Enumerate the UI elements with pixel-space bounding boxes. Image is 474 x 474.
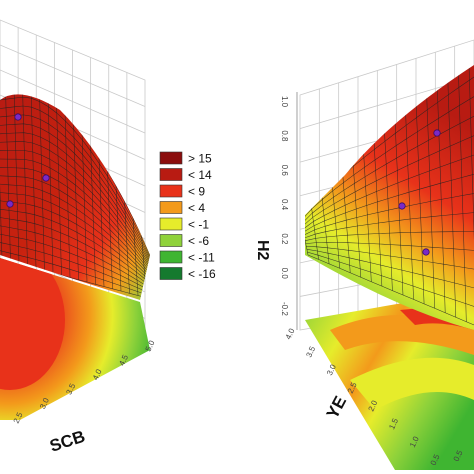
left-mesh-line bbox=[0, 141, 150, 268]
right-mesh-line bbox=[306, 246, 474, 274]
left-mesh-line bbox=[0, 123, 150, 264]
left-mesh-line bbox=[0, 166, 150, 275]
right-z-tick-label: 0.0 bbox=[280, 268, 289, 280]
left-mesh-line bbox=[0, 132, 150, 266]
data-point-marker bbox=[42, 174, 50, 182]
left-mesh-line bbox=[0, 190, 150, 282]
right-response-surface bbox=[305, 65, 474, 330]
right-surface-plot: 1.0 0.8 0.6 0.4 0.2 0.0 -0.2 H2 4.0 3.5 3.0 2.5 2.… bbox=[254, 39, 474, 470]
left-wall-gridline bbox=[0, 69, 146, 134]
left-mesh-line bbox=[0, 222, 150, 291]
left-x-tick-label: 4.0 bbox=[91, 367, 104, 381]
right-floor-band-yellow-low bbox=[350, 357, 474, 410]
right-x-tick-label: 3.0 bbox=[325, 362, 338, 376]
left-surface-plot: 2.5 3.0 3.5 4.0 4.5 5.0 SCB bbox=[0, 19, 157, 456]
right-mesh-line bbox=[305, 127, 474, 227]
left-x-tick-label: 5.0 bbox=[144, 338, 157, 352]
left-mesh-line bbox=[149, 253, 150, 300]
right-mesh-line bbox=[305, 148, 474, 230]
right-z-tick-label: 0.6 bbox=[280, 165, 289, 177]
right-mesh-line bbox=[305, 169, 474, 233]
legend-label: < -1 bbox=[188, 218, 209, 232]
legend-label: < -11 bbox=[188, 251, 215, 265]
left-wall-gridline bbox=[0, 44, 146, 107]
right-x-tick-label: 3.5 bbox=[304, 344, 317, 358]
legend-swatch bbox=[159, 184, 183, 198]
right-x-tick-label: 1.0 bbox=[408, 434, 421, 448]
left-mesh-line bbox=[0, 174, 150, 277]
left-mesh-line bbox=[0, 246, 150, 298]
left-mesh-line bbox=[0, 105, 150, 259]
left-mesh-line bbox=[0, 150, 150, 270]
right-x-tick-label: 4.0 bbox=[284, 326, 297, 340]
data-point-marker bbox=[6, 200, 14, 208]
legend-swatch bbox=[159, 217, 183, 231]
left-x-tick-label: 4.5 bbox=[117, 353, 130, 367]
left-mesh-line bbox=[0, 158, 150, 273]
left-x-tick-label: 3.0 bbox=[38, 396, 51, 410]
right-z-tick-label: 0.4 bbox=[280, 199, 289, 211]
left-mesh-line bbox=[0, 182, 150, 280]
legend-label: < 4 bbox=[188, 201, 205, 215]
legend-label: > 15 bbox=[188, 152, 212, 166]
left-mesh-line bbox=[0, 94, 3, 260]
legend-label: < 14 bbox=[188, 168, 212, 182]
data-point-marker bbox=[398, 202, 406, 210]
left-mesh-line bbox=[0, 114, 150, 261]
right-z-tick-label: 1.0 bbox=[280, 96, 289, 108]
right-floor-band-orange bbox=[330, 315, 474, 355]
right-x-tick-label: 0.5 bbox=[429, 452, 442, 466]
legend-swatch bbox=[159, 151, 183, 165]
left-mesh-line bbox=[0, 214, 150, 289]
right-mesh-line bbox=[305, 210, 474, 239]
left-mesh-line bbox=[0, 206, 150, 287]
right-z-tick-label: 0.8 bbox=[280, 130, 289, 142]
legend-label: < -16 bbox=[188, 267, 216, 281]
legend-swatch bbox=[159, 250, 183, 264]
legend-label: < 9 bbox=[188, 185, 205, 199]
left-x-tick-label: 2.5 bbox=[12, 410, 25, 424]
right-mesh-line bbox=[305, 106, 474, 224]
right-mesh-line bbox=[307, 254, 474, 330]
right-mesh-line bbox=[306, 249, 474, 294]
right-y-tick-label: 0.5 bbox=[452, 448, 465, 462]
right-x-axis-title: YE bbox=[323, 393, 350, 422]
legend-swatch bbox=[159, 168, 183, 181]
right-x-tick-label: 1.5 bbox=[387, 416, 400, 430]
left-mesh-line bbox=[0, 230, 150, 294]
right-mesh-line bbox=[305, 86, 474, 221]
left-x-tick-label: 3.5 bbox=[64, 382, 77, 396]
legend-swatch bbox=[159, 234, 183, 247]
left-mesh-line bbox=[0, 238, 150, 296]
right-mesh-line bbox=[305, 242, 474, 253]
right-mesh-line bbox=[305, 214, 309, 256]
legend-swatch bbox=[159, 267, 183, 280]
right-mesh-line bbox=[305, 231, 474, 241]
right-x-tick-label: 2.0 bbox=[367, 398, 380, 412]
left-x-axis-title: SCB bbox=[47, 427, 87, 456]
right-x-tick-label: 2.5 bbox=[346, 380, 359, 394]
data-point-marker bbox=[433, 129, 441, 137]
legend: > 15 < 14 < 9 < 4 < -1 < -6 < -11 < -16 bbox=[159, 151, 216, 281]
legend-swatch bbox=[159, 201, 183, 214]
left-mesh-line bbox=[0, 96, 150, 257]
data-point-marker bbox=[14, 113, 22, 121]
legend-label: < -6 bbox=[188, 234, 209, 248]
right-z-tick-label: 0.2 bbox=[280, 233, 289, 245]
left-floor-core bbox=[0, 258, 65, 390]
right-mesh-line bbox=[307, 251, 474, 315]
data-point-marker bbox=[422, 248, 430, 256]
right-z-tick-label: -0.2 bbox=[280, 302, 289, 316]
right-z-axis-title: H2 bbox=[254, 240, 271, 261]
